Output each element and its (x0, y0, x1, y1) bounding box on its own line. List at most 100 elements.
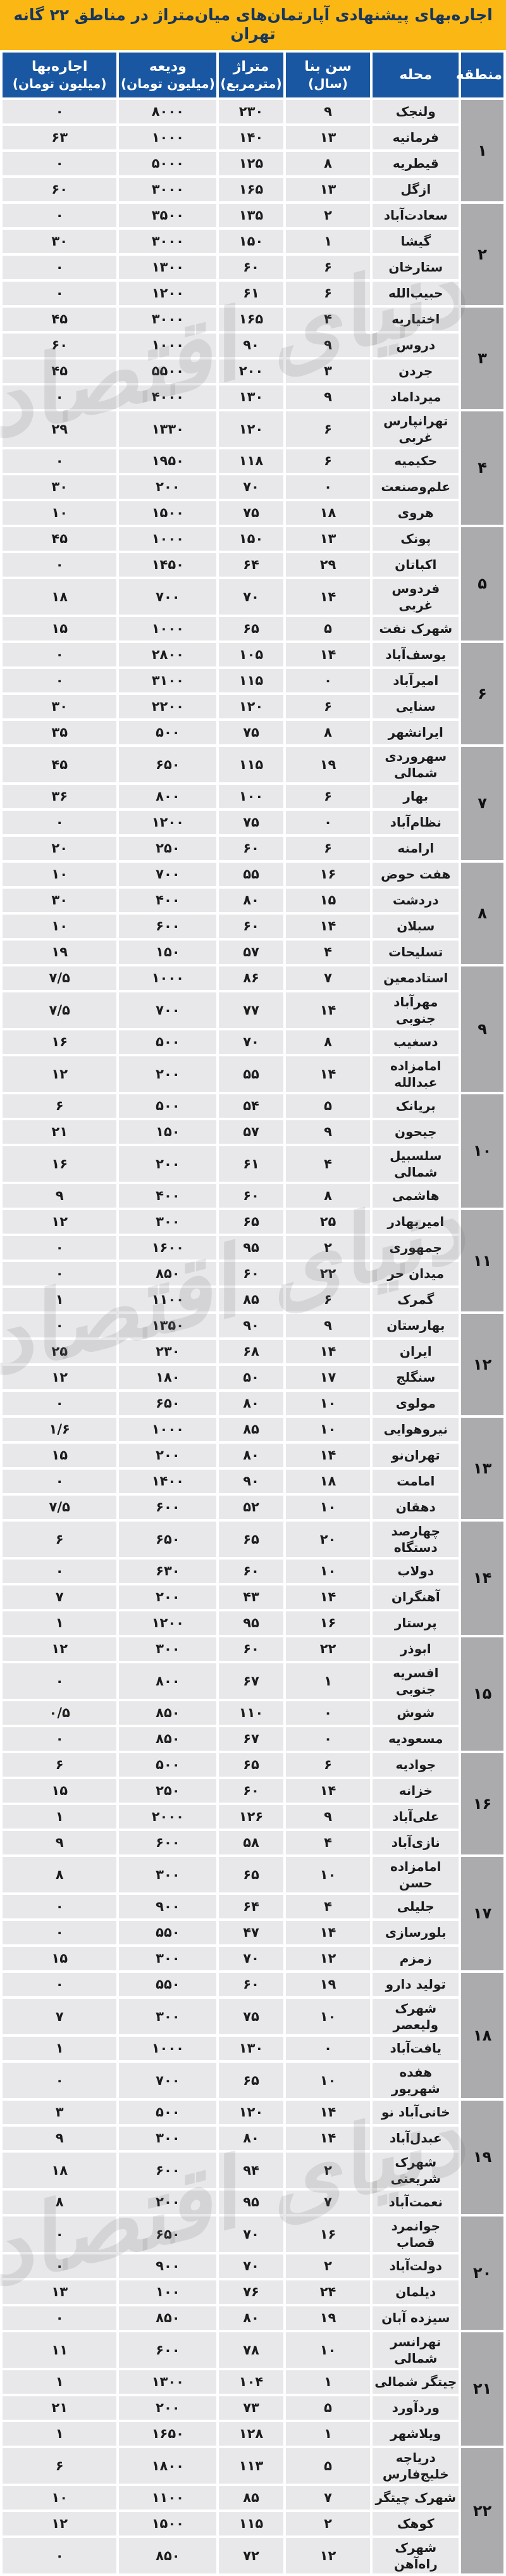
deposit-cell: ۳۰۰ (119, 1210, 217, 1234)
area-cell: ۱۲۰ (219, 694, 283, 718)
area-cell: ۶۱ (219, 281, 283, 305)
table-row: ۲۱ تهرانسر شمالی ۱۰ ۷۸ ۶۰۰ ۱۱ (3, 2332, 503, 2446)
deposit-cell: ۳۰۰۰ (119, 229, 217, 253)
area-cell: ۱۱۰ (219, 1701, 283, 1725)
area-cell: ۷۰ (219, 578, 283, 615)
name-cell: بهارستان (373, 1313, 459, 1337)
name-cell: دروس (373, 333, 459, 357)
age-cell: ۱۰ (285, 1856, 371, 1892)
column-header-deposit: ودیعه (میلیون تومان) (119, 53, 217, 97)
deposit-cell: ۱۰۰۰ (119, 125, 217, 149)
district-number-cell: ۱۵ (461, 1637, 503, 1751)
deposit-cell: ۱۰۰۰ (119, 2036, 217, 2060)
table-row: امیرآباد ۰ ۱۱۵ ۳۱۰۰ ۰ (3, 668, 503, 692)
name-cell: اکباتان (373, 553, 459, 577)
table-row: جمهوری ۲ ۹۵ ۱۶۰۰ ۰ (3, 1235, 503, 1260)
age-cell: ۰ (285, 1727, 371, 1751)
table-row: ۲۲ دریاچه خلیج‌فارس ۵ ۱۱۳ ۱۸۰۰ ۶ (3, 2448, 503, 2573)
table-row: بلورسازی ۱۴ ۴۷ ۵۵۰ ۰ (3, 1920, 503, 1944)
area-cell: ۹۴ (219, 2152, 283, 2188)
name-cell: افسریه جنوبی (373, 1663, 459, 1699)
deposit-cell: ۷۰۰ (119, 2062, 217, 2098)
rent-cell: ۰ (3, 810, 117, 834)
deposit-cell: ۶۰۰ (119, 2332, 217, 2368)
table-row: ۳ اختیاریه ۴ ۱۶۵ ۳۰۰۰ ۴۵ (3, 307, 503, 409)
area-cell: ۱۱۵ (219, 668, 283, 692)
name-cell: امامزاده عبدالله (373, 1056, 459, 1092)
age-cell: ۱۳ (285, 177, 371, 201)
name-cell: چهارصد دستگاه (373, 1521, 459, 1557)
deposit-cell: ۲۳۰ (119, 1339, 217, 1363)
age-cell: ۶ (285, 694, 371, 718)
rent-cell: ۱ (3, 1611, 117, 1635)
deposit-cell: ۸۵۰ (119, 1727, 217, 1751)
area-cell: ۱۵۰ (219, 229, 283, 253)
district-number-cell: ۲۲ (461, 2448, 503, 2573)
name-cell: هروی (373, 501, 459, 525)
deposit-cell: ۱۵۰۰ (119, 501, 217, 525)
area-cell: ۷۷ (219, 992, 283, 1028)
area-cell: ۱۴۰ (219, 125, 283, 149)
rent-cell: ۶ (3, 2448, 117, 2484)
area-cell: ۶۷ (219, 1727, 283, 1751)
area-cell: ۱۶۵ (219, 307, 283, 331)
area-cell: ۲۰۰ (219, 359, 283, 383)
name-cell: جردن (373, 359, 459, 383)
table-row: ۴ تهرانپارس غربی ۶ ۱۲۰ ۱۳۳۰ ۲۹ (3, 411, 503, 525)
rent-cell: ۰ (3, 1663, 117, 1699)
age-cell: ۸ (285, 151, 371, 175)
rent-cell: ۱۹ (3, 940, 117, 964)
area-cell: ۲۳۰ (219, 99, 283, 123)
age-cell: ۱۴ (285, 578, 371, 615)
name-cell: میدان حر (373, 1261, 459, 1285)
name-cell: خزانه (373, 1779, 459, 1803)
deposit-cell: ۵۵۰۰ (119, 359, 217, 383)
rent-cell: ۷ (3, 1585, 117, 1609)
deposit-cell: ۹۰۰ (119, 2254, 217, 2278)
age-cell: ۱۴ (285, 1779, 371, 1803)
area-cell: ۶۷ (219, 1663, 283, 1699)
rent-cell: ۳۰ (3, 694, 117, 718)
table-row: علی‌آباد ۹ ۱۲۶ ۲۰۰۰ ۱ (3, 1804, 503, 1829)
rent-cell: ۸ (3, 1856, 117, 1892)
area-cell: ۶۴ (219, 553, 283, 577)
age-cell: ۱۶ (285, 2216, 371, 2252)
column-header-building-age: سن بنا (سال) (285, 53, 371, 97)
deposit-cell: ۱۰۰۰ (119, 1417, 217, 1441)
deposit-cell: ۲۰۰۰ (119, 1804, 217, 1829)
area-cell: ۱۰۰ (219, 784, 283, 808)
age-cell: ۸ (285, 1184, 371, 1208)
name-cell: جوانمرد قصاب (373, 2216, 459, 2252)
table-row: ۱۲ بهارستان ۹ ۹۰ ۱۳۵۰ ۰ (3, 1313, 503, 1415)
table-row: دولت‌آباد ۲ ۷۰ ۹۰۰ ۰ (3, 2254, 503, 2278)
name-cell: علی‌آباد (373, 1804, 459, 1829)
deposit-cell: ۱۵۰ (119, 1120, 217, 1144)
age-cell: ۱۴ (285, 1443, 371, 1467)
rent-cell: ۱۵ (3, 1946, 117, 1970)
age-cell: ۸ (285, 720, 371, 744)
table-row: نظام‌آباد ۰ ۷۵ ۱۲۰۰ ۰ (3, 810, 503, 834)
deposit-cell: ۷۰۰ (119, 862, 217, 886)
area-cell: ۷۰ (219, 2254, 283, 2278)
table-row: عبدل‌آباد ۱۴ ۸۰ ۳۰۰ ۹ (3, 2126, 503, 2150)
age-cell: ۱۲ (285, 2537, 371, 2573)
district-number-cell: ۹ (461, 966, 503, 1092)
age-cell: ۱۰ (285, 2062, 371, 2098)
table-row: ۱۹ خانی‌آباد نو ۱۴ ۱۲۰ ۵۰۰ ۳ (3, 2100, 503, 2214)
rent-cell: ۰ (3, 1391, 117, 1415)
rent-cell: ۰ (3, 1920, 117, 1944)
name-cell: چیتگر شمالی (373, 2370, 459, 2394)
age-cell: ۲۹ (285, 553, 371, 577)
deposit-cell: ۴۰۰ (119, 1184, 217, 1208)
rent-cell: ۶ (3, 1521, 117, 1557)
age-cell: ۱۷ (285, 1365, 371, 1389)
header-row: منطقه محله سن بنا (سال) متراژ (مترمربع) … (3, 53, 503, 97)
age-cell: ۰ (285, 810, 371, 834)
deposit-cell: ۱۳۰۰ (119, 2370, 217, 2394)
age-cell: ۱۴ (285, 1585, 371, 1609)
district-number-cell: ۱۶ (461, 1753, 503, 1854)
table-row: نعمت‌آباد ۷ ۹۵ ۲۰۰ ۸ (3, 2190, 503, 2214)
name-cell: تسلیحات (373, 940, 459, 964)
deposit-cell: ۳۵۰۰ (119, 203, 217, 227)
rent-cell: ۱ (3, 1804, 117, 1829)
